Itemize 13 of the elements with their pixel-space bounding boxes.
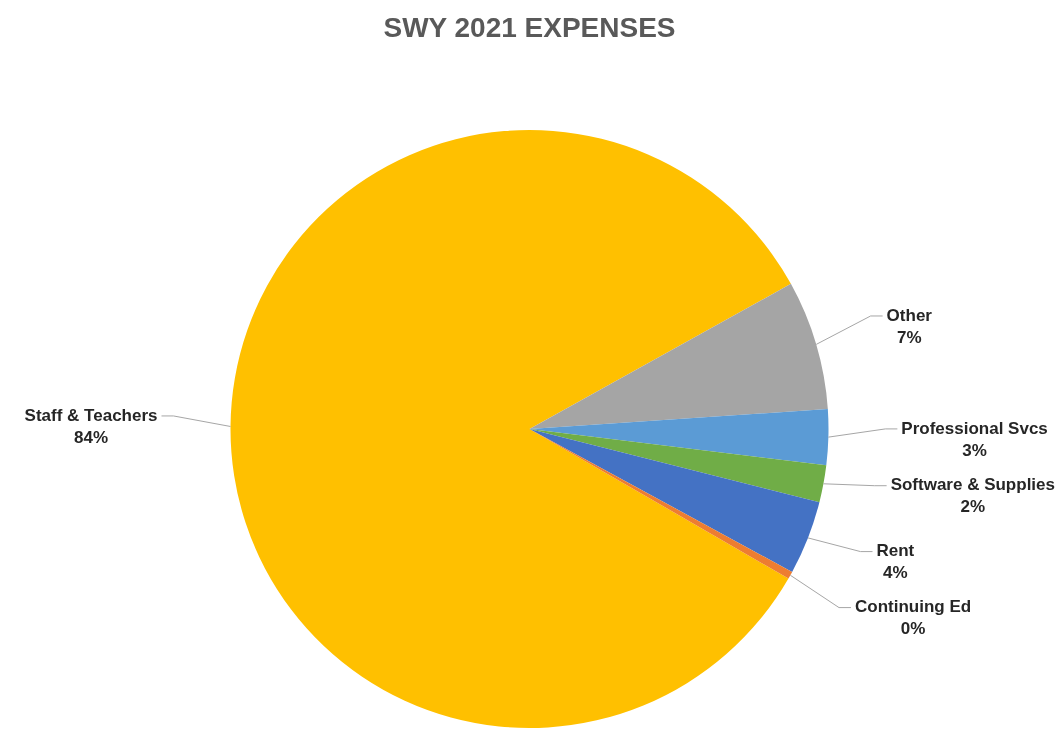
slice-label: Other	[886, 305, 933, 325]
data-label: 4%	[883, 563, 908, 583]
slice-label: Software & Supplies	[890, 475, 1056, 495]
chart-title: SWY 2021 EXPENSES	[382, 12, 677, 44]
data-label: 0%	[900, 619, 926, 639]
slice-label: Continuing Ed	[854, 597, 972, 617]
slice-label: Staff & Teachers	[24, 405, 158, 425]
data-label: 3%	[962, 440, 987, 460]
data-label: 84%	[74, 427, 109, 447]
slice-label: Professional Svcs	[901, 418, 1048, 438]
data-label: 2%	[960, 497, 986, 517]
slice-label: Rent	[876, 541, 915, 561]
data-label: 7%	[897, 327, 922, 347]
